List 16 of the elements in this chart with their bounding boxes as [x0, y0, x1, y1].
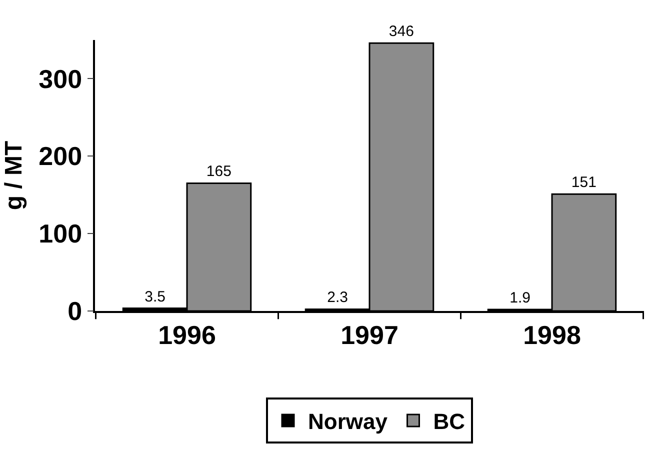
data-label: 2.3: [327, 289, 348, 306]
legend-label: BC: [433, 409, 466, 434]
data-label: 3.5: [144, 288, 166, 306]
y-tick-label: 300: [38, 64, 82, 94]
legend-label: Norway: [308, 409, 388, 434]
y-tick-label: 200: [38, 141, 82, 172]
y-tick-label: 0: [68, 296, 82, 326]
x-tick-label: 1997: [340, 320, 398, 350]
data-label: 346: [388, 23, 414, 40]
data-label: 1.9: [510, 290, 530, 307]
y-tick-label: 100: [38, 218, 82, 249]
y-axis-title: g / MT: [0, 140, 28, 210]
data-label: 165: [206, 163, 232, 180]
x-tick-label: 1998: [523, 320, 581, 350]
data-label: 151: [571, 174, 596, 192]
x-tick-label: 1996: [158, 320, 216, 350]
